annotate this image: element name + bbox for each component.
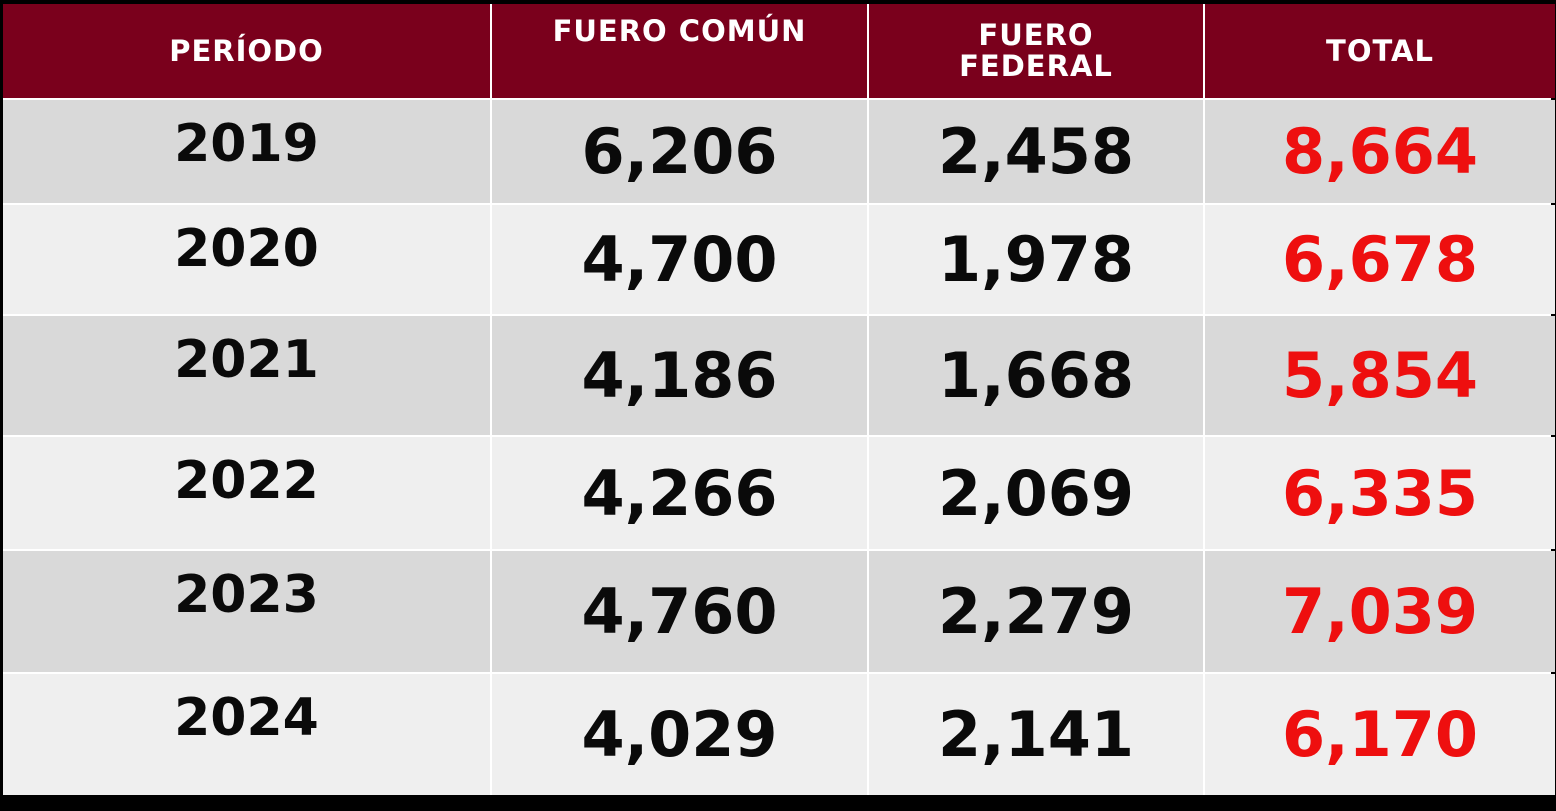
cell-total: 6,678 xyxy=(1205,205,1555,314)
cell-fuero-federal: 2,279 xyxy=(869,551,1203,672)
header-total: TOTAL xyxy=(1205,4,1555,98)
header-fuero-federal: FUERO FEDERAL xyxy=(869,4,1203,98)
cell-fuero-comun: 4,266 xyxy=(492,437,867,549)
header-period: PERÍODO xyxy=(3,4,490,98)
cell-period: 2022 xyxy=(3,437,490,549)
data-table: PERÍODO FUERO COMÚN FUERO FEDERAL TOTAL … xyxy=(3,4,1555,795)
cell-fuero-comun: 4,029 xyxy=(492,674,867,795)
cell-fuero-federal: 1,978 xyxy=(869,205,1203,314)
header-total-label: TOTAL xyxy=(1326,33,1434,68)
header-fuero-federal-line2: FEDERAL xyxy=(959,49,1113,83)
cell-fuero-federal: 2,458 xyxy=(869,100,1203,203)
cell-total: 6,335 xyxy=(1205,437,1555,549)
cell-period: 2019 xyxy=(3,100,490,203)
header-fuero-comun-label: FUERO COMÚN xyxy=(552,14,807,48)
cell-period: 2021 xyxy=(3,316,490,435)
cell-period: 2024 xyxy=(3,674,490,795)
cell-fuero-comun: 4,700 xyxy=(492,205,867,314)
cell-total: 6,170 xyxy=(1205,674,1555,795)
header-fuero-federal-line1: FUERO xyxy=(978,18,1094,52)
cell-fuero-federal: 2,069 xyxy=(869,437,1203,549)
cell-period: 2023 xyxy=(3,551,490,672)
cell-fuero-federal: 2,141 xyxy=(869,674,1203,795)
header-fuero-comun: FUERO COMÚN xyxy=(492,4,867,98)
cell-total: 7,039 xyxy=(1205,551,1555,672)
cell-total: 5,854 xyxy=(1205,316,1555,435)
cell-fuero-federal: 1,668 xyxy=(869,316,1203,435)
cell-period: 2020 xyxy=(3,205,490,314)
cell-fuero-comun: 4,186 xyxy=(492,316,867,435)
cell-fuero-comun: 4,760 xyxy=(492,551,867,672)
header-period-label: PERÍODO xyxy=(169,33,324,68)
cell-fuero-comun: 6,206 xyxy=(492,100,867,203)
cell-total: 8,664 xyxy=(1205,100,1555,203)
